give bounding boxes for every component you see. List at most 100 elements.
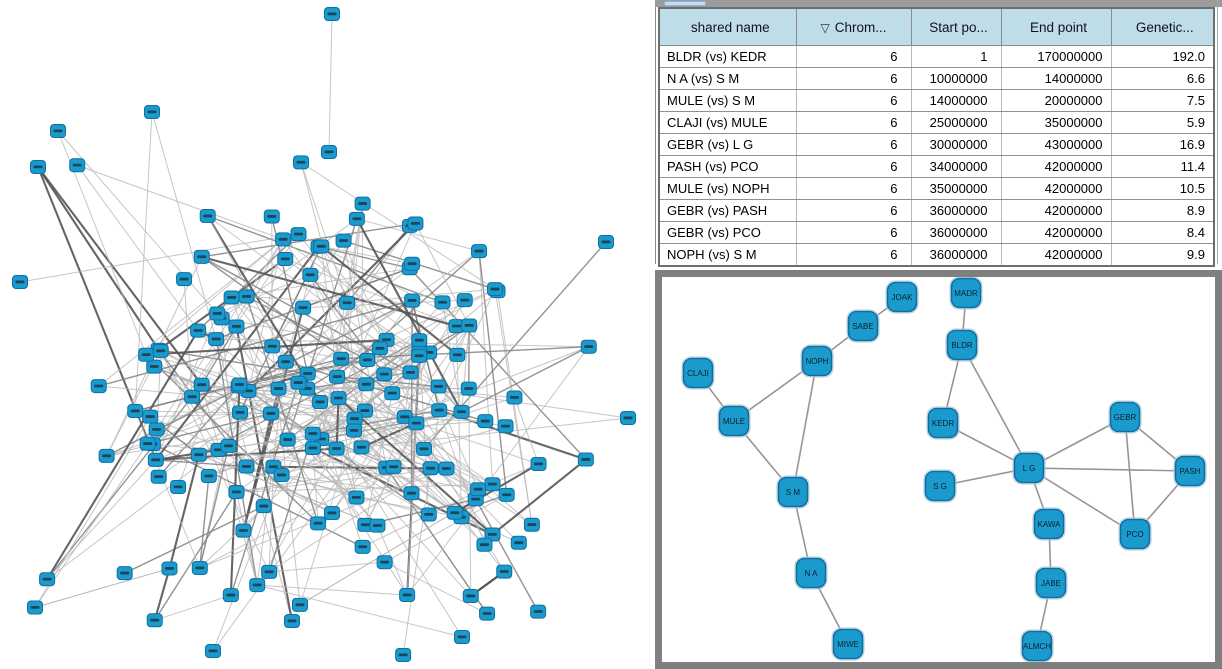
network-node[interactable]: [404, 293, 421, 308]
network-node[interactable]: [369, 518, 386, 533]
network-node[interactable]: [487, 282, 504, 297]
network-node[interactable]: PCO: [1118, 517, 1152, 551]
network-node[interactable]: [228, 484, 245, 499]
network-node[interactable]: BLDR: [945, 328, 979, 362]
network-node[interactable]: [395, 648, 412, 662]
table-row[interactable]: GEBR (vs) L G 6 30000000 43000000 16.9: [658, 133, 1215, 156]
column-header-start-position[interactable]: Start po...: [910, 7, 1002, 46]
network-node[interactable]: [358, 377, 375, 392]
table-cell[interactable]: 5.9: [1110, 111, 1215, 134]
network-node[interactable]: [291, 597, 308, 612]
table-cell[interactable]: 42000000: [1000, 177, 1112, 200]
table-cell[interactable]: 11.4: [1110, 155, 1215, 178]
network-node[interactable]: [330, 391, 347, 406]
network-node[interactable]: [598, 235, 614, 249]
network-node[interactable]: PASH: [1173, 454, 1207, 488]
table-cell[interactable]: 6: [795, 243, 912, 267]
table-cell[interactable]: 25000000: [910, 111, 1002, 134]
network-node[interactable]: [484, 527, 501, 542]
network-node[interactable]: [142, 409, 159, 424]
table-cell[interactable]: 6: [795, 221, 912, 244]
network-node[interactable]: [284, 614, 300, 628]
network-node[interactable]: [312, 395, 329, 410]
network-node[interactable]: [333, 351, 350, 366]
network-node[interactable]: [402, 365, 419, 380]
network-node[interactable]: [90, 379, 107, 394]
network-node[interactable]: CLAJI: [681, 356, 715, 390]
network-node[interactable]: [222, 588, 239, 603]
network-node[interactable]: [399, 588, 416, 603]
table-cell[interactable]: 14000000: [910, 89, 1002, 112]
network-node[interactable]: [238, 459, 255, 474]
table-cell[interactable]: 6: [795, 199, 912, 222]
network-node[interactable]: [39, 572, 56, 587]
network-node[interactable]: [346, 423, 363, 438]
network-node[interactable]: [477, 414, 494, 429]
network-node[interactable]: [407, 216, 424, 231]
network-node[interactable]: [453, 404, 470, 419]
table-cell[interactable]: 42000000: [1000, 243, 1112, 267]
network-node[interactable]: [146, 613, 163, 628]
table-cell[interactable]: 42000000: [1000, 221, 1112, 244]
network-node[interactable]: [523, 517, 540, 532]
network-node[interactable]: [348, 211, 365, 226]
network-node[interactable]: [264, 339, 281, 354]
column-header-shared-name[interactable]: shared name: [658, 7, 797, 46]
network-node[interactable]: MADR: [949, 277, 983, 310]
network-node[interactable]: [497, 419, 514, 434]
network-node[interactable]: [339, 295, 356, 310]
network-node[interactable]: [496, 564, 513, 579]
table-cell[interactable]: MULE (vs) S M: [658, 89, 797, 112]
network-node[interactable]: [371, 341, 388, 356]
network-node[interactable]: [476, 537, 493, 552]
network-node[interactable]: [359, 352, 376, 367]
network-node[interactable]: [277, 251, 294, 266]
network-node[interactable]: N A: [794, 556, 828, 590]
scrollbar-thumb[interactable]: [664, 1, 706, 6]
table-cell[interactable]: PASH (vs) PCO: [658, 155, 797, 178]
table-cell[interactable]: 6: [795, 89, 912, 112]
network-node[interactable]: [148, 422, 165, 437]
network-node[interactable]: [176, 272, 193, 287]
network-node[interactable]: [431, 403, 448, 418]
network-node[interactable]: JOAK: [885, 280, 919, 314]
network-edge[interactable]: [1028, 467, 1136, 535]
network-edge[interactable]: [1124, 416, 1136, 535]
network-node[interactable]: SABE: [846, 309, 880, 343]
network-node[interactable]: [144, 105, 160, 119]
table-cell[interactable]: 6.6: [1110, 67, 1215, 90]
network-node[interactable]: [324, 7, 340, 21]
network-node[interactable]: [321, 145, 337, 159]
network-node[interactable]: MIWE: [831, 627, 865, 661]
table-cell[interactable]: 36000000: [910, 221, 1002, 244]
network-node[interactable]: KEDR: [926, 406, 960, 440]
network-node[interactable]: [263, 209, 280, 224]
network-node[interactable]: [460, 381, 477, 396]
network-node[interactable]: [411, 348, 428, 363]
network-node[interactable]: [147, 452, 164, 467]
table-cell[interactable]: 10000000: [910, 67, 1002, 90]
network-node[interactable]: [434, 295, 451, 310]
network-node[interactable]: [404, 256, 421, 271]
table-cell[interactable]: 9.9: [1110, 243, 1215, 267]
network-node[interactable]: [238, 289, 255, 304]
table-row[interactable]: BLDR (vs) KEDR 6 1 170000000 192.0: [658, 45, 1215, 68]
table-cell[interactable]: GEBR (vs) PASH: [658, 199, 797, 222]
table-cell[interactable]: 35000000: [910, 177, 1002, 200]
network-node[interactable]: [384, 386, 401, 401]
network-node[interactable]: [273, 468, 290, 483]
network-node[interactable]: [270, 381, 287, 396]
network-node[interactable]: ALMCH: [1020, 629, 1054, 662]
table-cell[interactable]: CLAJI (vs) MULE: [658, 111, 797, 134]
network-node[interactable]: [170, 479, 187, 494]
network-node[interactable]: [293, 155, 310, 170]
network-node[interactable]: [416, 441, 433, 456]
network-node[interactable]: [30, 160, 46, 174]
network-node[interactable]: [235, 523, 252, 538]
network-node[interactable]: [228, 319, 245, 334]
network-node[interactable]: [200, 469, 217, 484]
network-node[interactable]: [304, 441, 321, 456]
table-cell[interactable]: 6: [795, 133, 912, 156]
table-row[interactable]: MULE (vs) NOPH 6 35000000 42000000 10.5: [658, 177, 1215, 200]
network-node[interactable]: [12, 275, 28, 289]
